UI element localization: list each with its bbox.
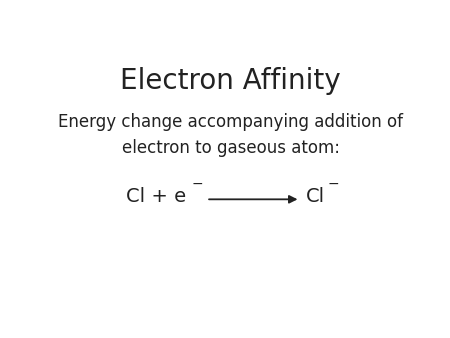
Text: electron to gaseous atom:: electron to gaseous atom: [122, 140, 340, 158]
Text: Cl: Cl [306, 187, 325, 206]
Text: $\mathsf{-}$: $\mathsf{-}$ [327, 175, 339, 189]
Text: Energy change accompanying addition of: Energy change accompanying addition of [58, 114, 403, 131]
Text: Cl + e: Cl + e [126, 187, 186, 206]
Text: Electron Affinity: Electron Affinity [120, 67, 341, 95]
Text: $\mathsf{-}$: $\mathsf{-}$ [190, 175, 202, 189]
